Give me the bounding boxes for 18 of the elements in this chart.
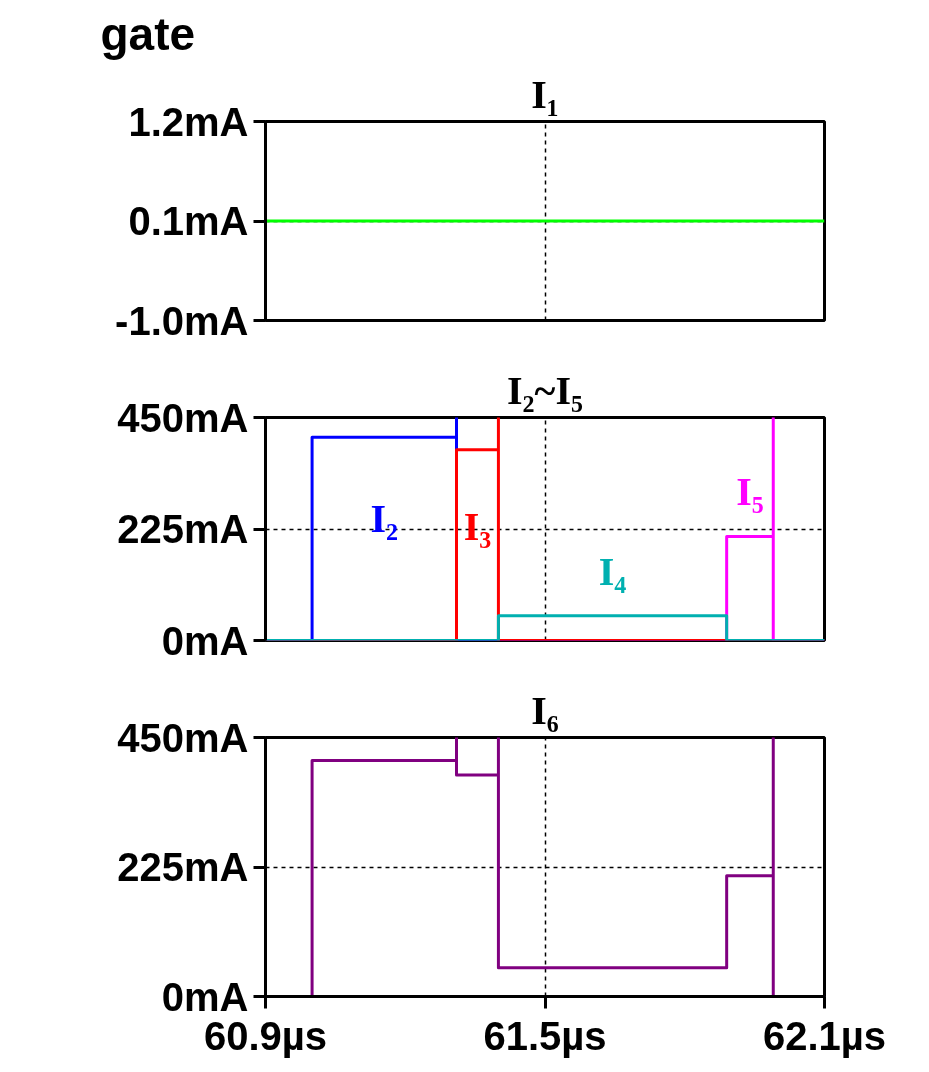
chart-title: I₆	[531, 687, 559, 733]
y-tick-label: 1.2mA	[128, 99, 249, 144]
x-tick-label: 62.1µs	[762, 1013, 887, 1058]
chart-title: I₂~I₅	[507, 367, 583, 413]
series-label: I₃	[463, 503, 492, 549]
series-label: I₅	[736, 469, 764, 515]
y-tick-label: 225mA	[117, 507, 249, 551]
y-tick-label: 225mA	[117, 845, 249, 889]
y-tick-label: -1.0mA	[115, 298, 249, 343]
series-label: I₂	[370, 496, 399, 542]
y-tick-label: 0.1mA	[128, 199, 249, 243]
chart-title: I₁	[531, 71, 559, 117]
y-tick-label: 450mA	[117, 715, 249, 760]
text: gate	[100, 7, 196, 60]
y-tick-label: 0mA	[161, 618, 249, 663]
x-tick-label: 61.5µs	[483, 1013, 607, 1058]
y-tick-label: 450mA	[117, 395, 249, 440]
series-label: I₄	[598, 548, 627, 594]
